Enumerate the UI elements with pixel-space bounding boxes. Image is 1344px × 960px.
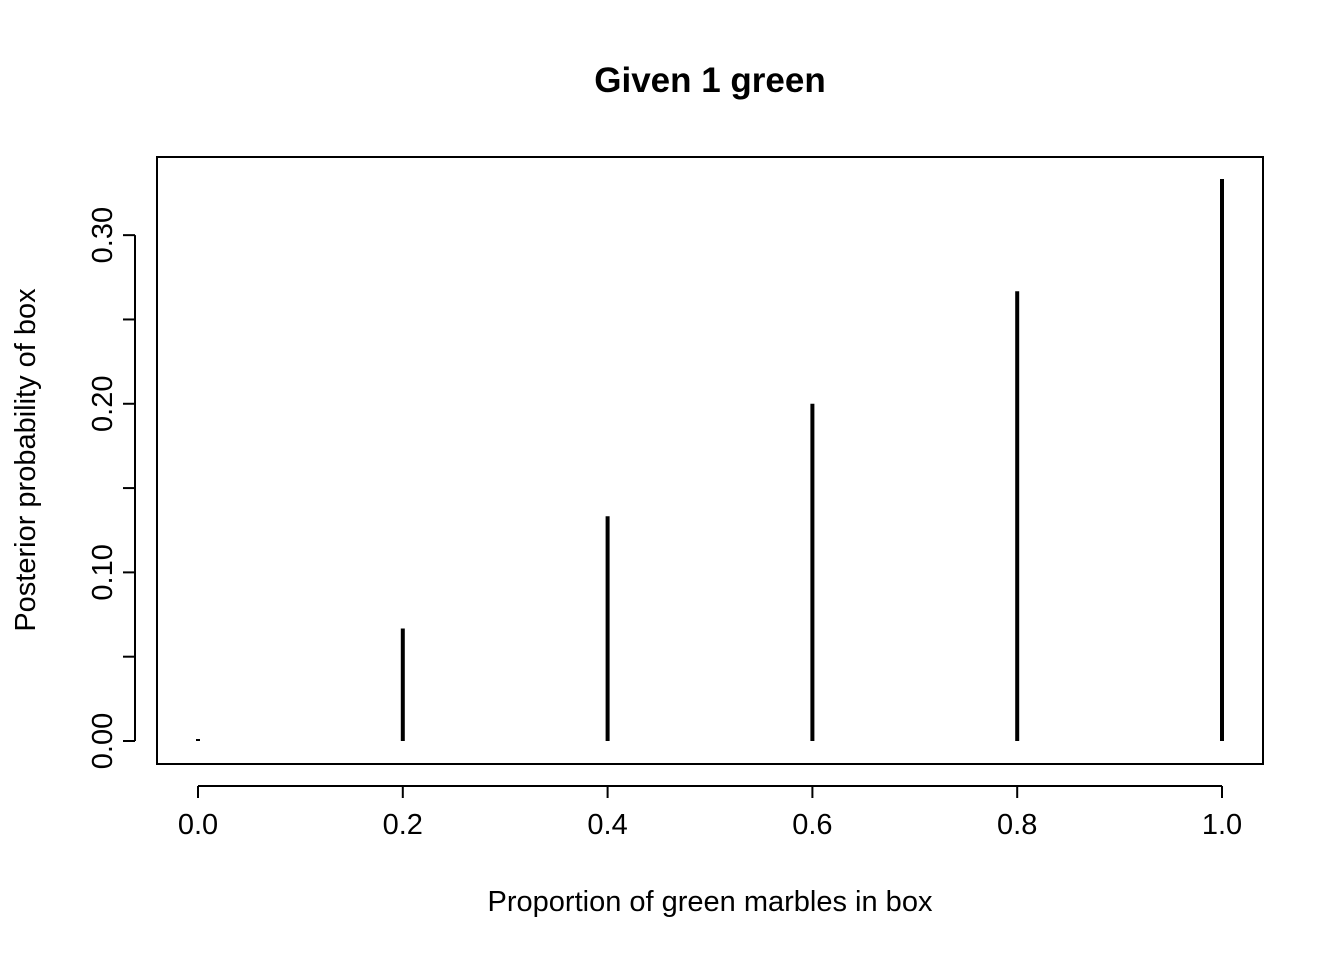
- y-axis: 0.00 0.10 0.20 0.30: [87, 207, 136, 769]
- x-tick-label-0: 0.0: [178, 809, 218, 841]
- chart-title: Given 1 green: [594, 61, 825, 100]
- y-tick-label-2: 0.20: [87, 376, 119, 432]
- y-tick-label-3: 0.30: [87, 207, 119, 263]
- y-tick-label-1: 0.10: [87, 544, 119, 600]
- x-tick-label-4: 0.8: [997, 809, 1037, 841]
- plot-frame: [156, 156, 1264, 765]
- x-tick-label-3: 0.6: [792, 809, 832, 841]
- x-tick-label-1: 0.2: [383, 809, 423, 841]
- x-axis-label: Proportion of green marbles in box: [488, 886, 933, 918]
- x-tick-label-5: 1.0: [1202, 809, 1242, 841]
- y-tick-label-0: 0.00: [87, 713, 119, 769]
- x-axis: 0.0 0.2 0.4 0.6 0.8 1.0: [178, 785, 1242, 841]
- data-marks: [196, 179, 1224, 741]
- y-axis-label: Posterior probability of box: [10, 288, 42, 632]
- x-tick-label-2: 0.4: [587, 809, 627, 841]
